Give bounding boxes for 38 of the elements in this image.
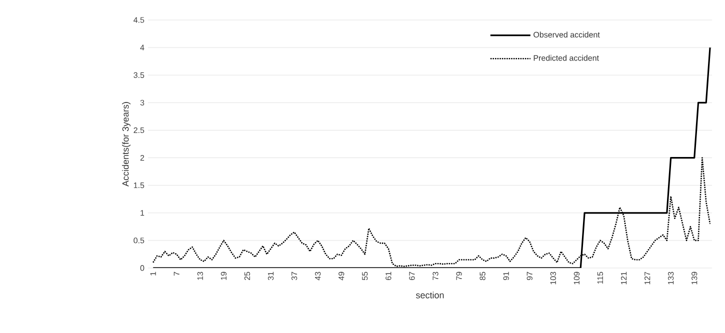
y-tick-label: 2.5 <box>134 127 144 134</box>
x-tick-label: 1 <box>150 272 156 276</box>
x-tick-label: 103 <box>550 272 556 284</box>
x-tick-label: 31 <box>268 272 274 280</box>
x-tick-label: 67 <box>409 272 415 280</box>
y-tick-label: 1.5 <box>134 182 144 188</box>
y-axis-title: Accidents(for 3years) <box>122 102 130 186</box>
x-tick-label: 25 <box>244 272 250 280</box>
y-tick-label: 4 <box>140 44 144 50</box>
y-tick-label: 3 <box>140 100 144 106</box>
x-tick-label: 133 <box>668 272 674 284</box>
x-tick-label: 49 <box>338 272 344 280</box>
x-tick-label: 97 <box>526 272 532 280</box>
x-tick-label: 121 <box>620 272 627 284</box>
x-tick-label: 109 <box>574 272 580 284</box>
x-axis-title: section <box>416 292 444 298</box>
x-tick-label: 43 <box>315 272 321 280</box>
y-tick-label: 4.5 <box>134 17 144 23</box>
x-tick-label: 127 <box>644 272 650 284</box>
y-tick-label: 1 <box>140 210 144 216</box>
legend-label: Predicted accident <box>534 54 599 61</box>
x-tick-label: 61 <box>386 272 392 280</box>
legend-label: Observed accident <box>534 32 600 38</box>
x-tick-label: 19 <box>220 272 227 280</box>
x-tick-label: 139 <box>692 272 698 284</box>
y-tick-label: 0.5 <box>134 238 144 244</box>
x-tick-label: 13 <box>197 272 203 280</box>
x-tick-label: 7 <box>174 272 180 276</box>
x-tick-label: 115 <box>597 272 604 284</box>
y-tick-label: 3.5 <box>134 72 144 78</box>
y-tick-label: 2 <box>140 154 144 161</box>
y-tick-label: 0 <box>140 265 144 271</box>
x-tick-label: 85 <box>480 272 486 280</box>
x-tick-label: 79 <box>456 272 462 280</box>
x-tick-label: 37 <box>291 272 298 280</box>
x-tick-label: 91 <box>503 272 509 280</box>
x-tick-label: 55 <box>362 272 368 280</box>
x-tick-label: 73 <box>432 272 438 280</box>
